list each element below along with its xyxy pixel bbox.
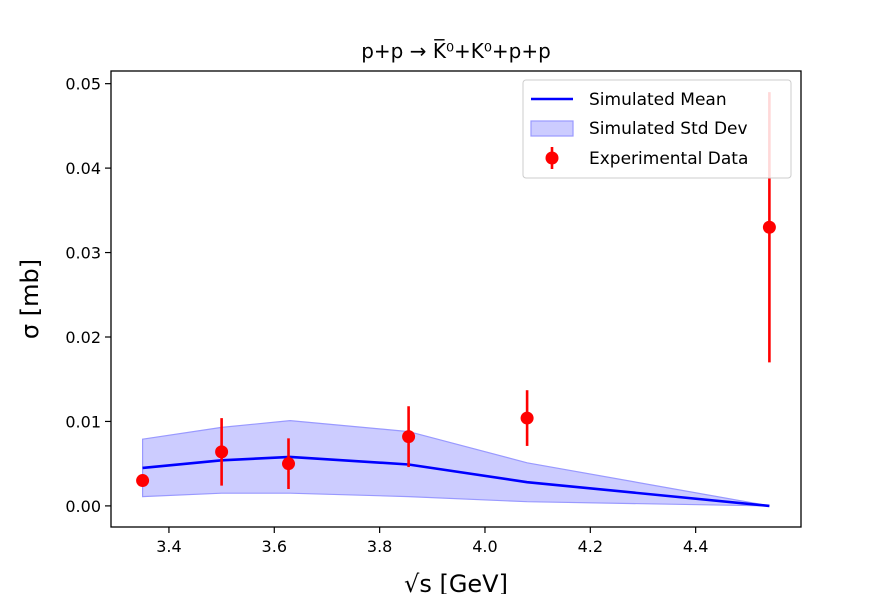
data-point xyxy=(215,445,229,459)
y-tick-label: 0.00 xyxy=(65,497,101,516)
data-point xyxy=(282,457,296,471)
legend-band-swatch xyxy=(530,120,574,137)
legend-label: Experimental Data xyxy=(589,149,748,169)
x-tick-label: 4.2 xyxy=(578,537,603,556)
std-dev-band xyxy=(142,419,770,507)
legend-label: Simulated Mean xyxy=(589,90,727,110)
y-axis-label: σ [mb] xyxy=(16,259,44,339)
chart-title: p+p → K̅⁰+K⁰+p+p xyxy=(361,38,551,63)
y-tick-label: 0.04 xyxy=(65,159,101,178)
legend: Simulated Mean Simulated Std Dev Experimen… xyxy=(522,79,792,179)
legend-data-swatch xyxy=(545,151,559,165)
legend-box xyxy=(522,79,792,179)
simulated-mean-line xyxy=(142,455,770,508)
x-tick-label: 3.8 xyxy=(367,537,392,556)
data-point xyxy=(520,411,534,425)
data-point xyxy=(402,430,416,444)
x-tick-label: 3.4 xyxy=(156,537,181,556)
x-axis-label: √s [GeV] xyxy=(404,570,508,594)
x-tick-label: 4.4 xyxy=(683,537,708,556)
x-tick-label: 4.0 xyxy=(472,537,497,556)
legend-label: Simulated Std Dev xyxy=(589,119,748,139)
y-tick-label: 0.01 xyxy=(65,412,101,431)
x-tick-label: 3.6 xyxy=(262,537,287,556)
data-point xyxy=(762,220,776,234)
data-point xyxy=(136,474,150,488)
y-tick-label: 0.05 xyxy=(65,75,101,94)
y-tick-label: 0.03 xyxy=(65,244,101,263)
y-tick-label: 0.02 xyxy=(65,328,101,347)
plot-frame xyxy=(110,70,802,528)
